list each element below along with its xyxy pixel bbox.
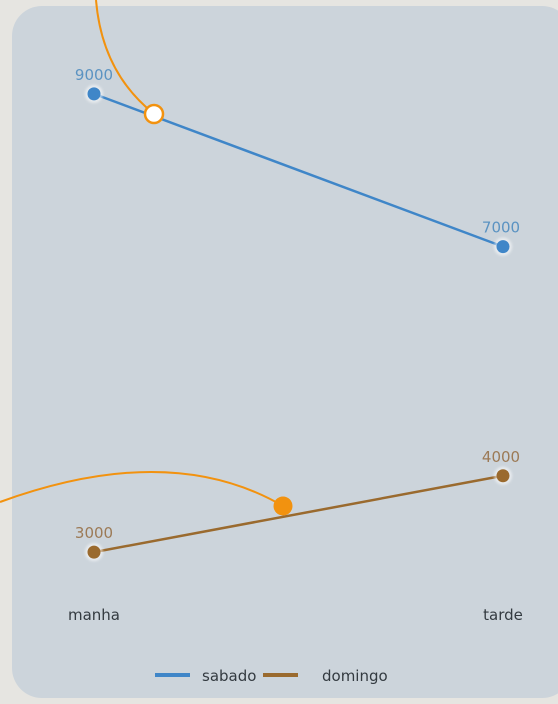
series-line-domingo — [93, 474, 504, 554]
annotation-curve-bottom — [0, 471, 284, 507]
annotation-handles — [143, 103, 293, 516]
point-domingo-tarde — [496, 469, 510, 483]
series-layer — [85, 84, 512, 562]
legend-label-domingo: domingo — [322, 667, 388, 685]
annotation-handle-hollow[interactable] — [143, 103, 165, 125]
point-sabado-tarde — [496, 240, 510, 254]
category-label-tarde: tarde — [483, 606, 523, 624]
point-domingo-manha — [87, 545, 101, 559]
point-sabado-manha — [87, 87, 101, 101]
legend-label-sabado: sabado — [202, 667, 256, 685]
data-label-sabado-manha: 9000 — [75, 66, 113, 84]
data-label-sabado-tarde: 7000 — [482, 219, 520, 237]
category-label-manha: manha — [68, 606, 120, 624]
chart-card — [12, 6, 558, 698]
data-label-domingo-tarde: 4000 — [482, 448, 520, 466]
data-label-domingo-manha: 3000 — [75, 524, 113, 542]
annotation-handle-filled[interactable] — [273, 496, 293, 516]
category-labels: manha tarde — [68, 606, 523, 624]
annotation-curve-top — [95, 0, 154, 114]
annotation-layer — [0, 0, 284, 507]
data-labels: 9000 7000 3000 4000 — [75, 66, 520, 542]
legend: sabado domingo — [155, 667, 388, 685]
